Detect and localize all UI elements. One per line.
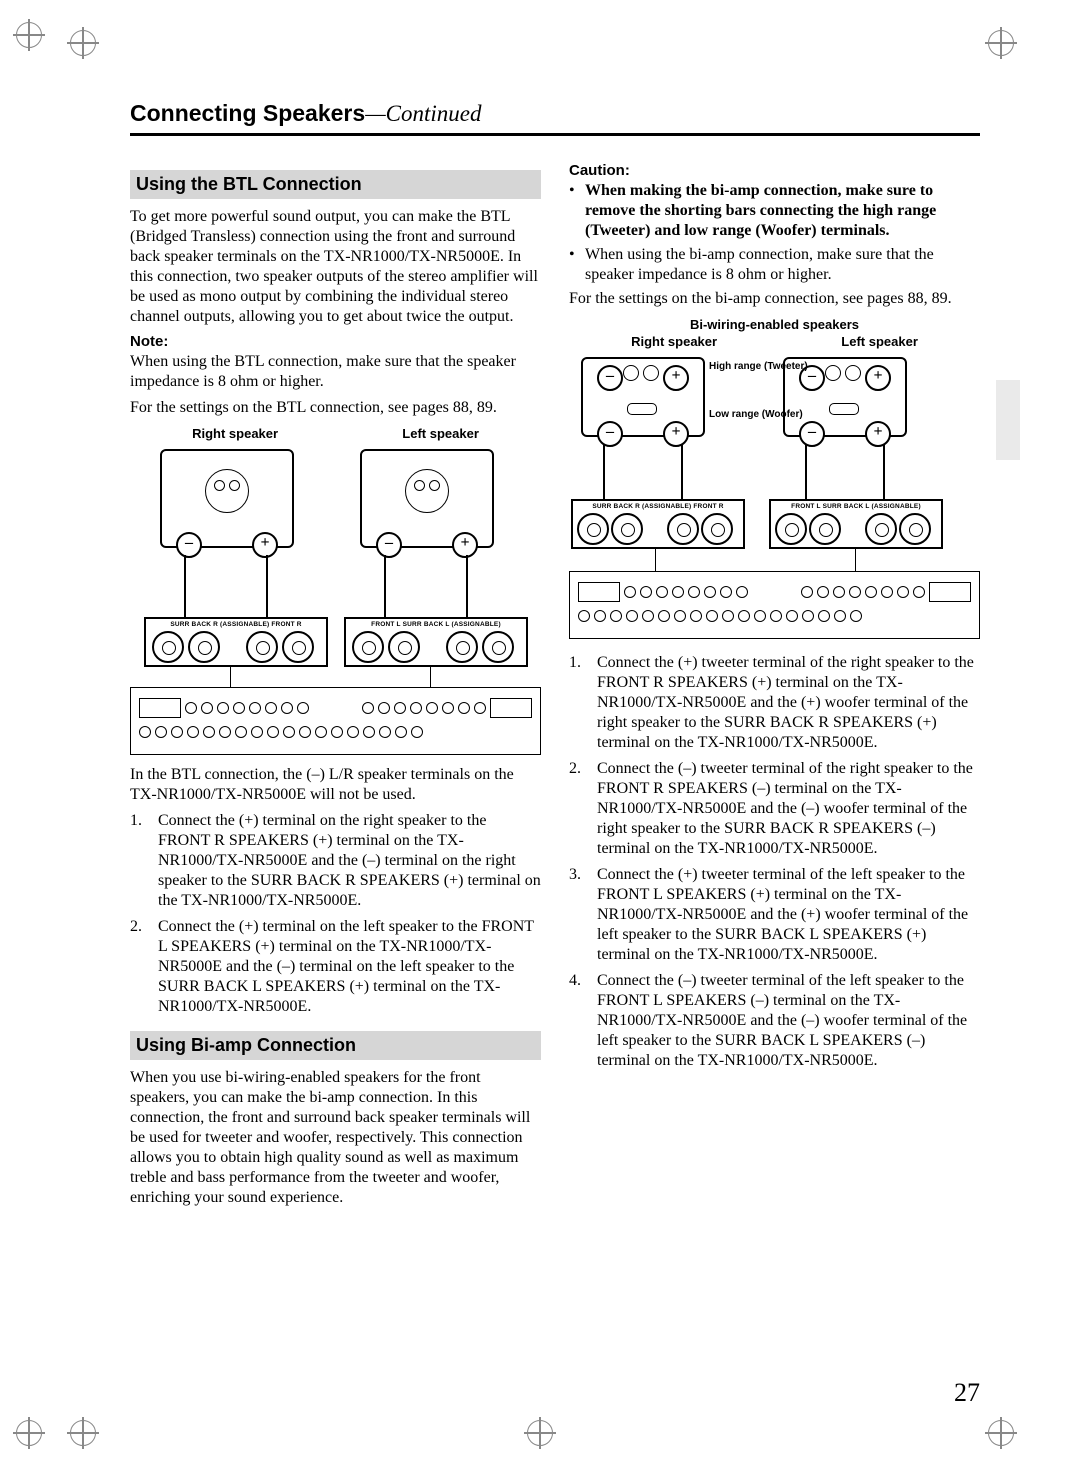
range-label-high: High range (Tweeter) <box>709 361 808 372</box>
manual-page: Connecting Speakers—Continued Using the … <box>0 0 1080 1468</box>
note-label: Note: <box>130 333 541 350</box>
step-text: Connect the (+) tweeter terminal of the … <box>597 865 980 965</box>
page-header: Connecting Speakers—Continued <box>130 100 980 136</box>
step-text: Connect the (+) terminal on the left spe… <box>158 917 541 1017</box>
panel-label: FRONT L SURR BACK L (ASSIGNABLE) <box>771 503 941 510</box>
body-text: To get more powerful sound output, you c… <box>130 207 541 327</box>
diagram-label: Left speaker <box>841 334 918 349</box>
caution-label: Caution: <box>569 162 980 179</box>
body-text: When you use bi-wiring-enabled speakers … <box>130 1068 541 1208</box>
page-number: 27 <box>954 1378 980 1408</box>
page-title: Connecting Speakers <box>130 100 365 126</box>
diagram-title: Bi-wiring-enabled speakers <box>569 317 980 332</box>
step-text: Connect the (–) tweeter terminal of the … <box>597 971 980 1071</box>
step-text: Connect the (+) tweeter terminal of the … <box>597 653 980 753</box>
panel-label: SURR BACK R (ASSIGNABLE) FRONT R <box>146 621 326 628</box>
body-text: For the settings on the BTL connection, … <box>130 398 541 418</box>
diagram-label: Right speaker <box>631 334 717 349</box>
page-edge-tab <box>996 380 1020 460</box>
left-column: Using the BTL Connection To get more pow… <box>130 156 541 1214</box>
step-number: 2. <box>569 759 597 859</box>
terminal-plus-icon: + <box>452 532 478 558</box>
terminal-minus-icon: – <box>176 532 202 558</box>
terminal-panel: FRONT L SURR BACK L (ASSIGNABLE) <box>344 617 528 667</box>
speaker-icon: – + <box>160 449 294 548</box>
diagram-label: Left speaker <box>402 426 479 441</box>
crop-mark-icon <box>70 1420 96 1446</box>
crop-mark-icon <box>16 22 42 48</box>
amplifier-rear-panel-icon <box>130 687 541 755</box>
step-text: Connect the (–) tweeter terminal of the … <box>597 759 980 859</box>
crop-mark-icon <box>70 30 96 56</box>
body-text: When using the BTL connection, make sure… <box>130 352 541 392</box>
list-item: • When using the bi-amp connection, make… <box>569 245 980 285</box>
amplifier-rear-panel-icon <box>569 571 980 639</box>
terminal-minus-icon: – <box>597 421 623 447</box>
terminal-panel: FRONT L SURR BACK L (ASSIGNABLE) <box>769 499 943 549</box>
list-item: 1. Connect the (+) tweeter terminal of t… <box>569 653 980 753</box>
page-title-continued: —Continued <box>365 101 481 126</box>
terminal-plus-icon: + <box>663 365 689 391</box>
terminal-panel: SURR BACK R (ASSIGNABLE) FRONT R <box>571 499 745 549</box>
list-item: 2. Connect the (+) terminal on the left … <box>130 917 541 1017</box>
step-text: Connect the (+) terminal on the right sp… <box>158 811 541 911</box>
caution-text: When making the bi-amp connection, make … <box>585 181 980 241</box>
right-column: Caution: • When making the bi-amp connec… <box>569 156 980 1214</box>
body-text: For the settings on the bi-amp connectio… <box>569 289 980 309</box>
crop-mark-icon <box>16 1420 42 1446</box>
list-item: 1. Connect the (+) terminal on the right… <box>130 811 541 911</box>
list-item: 2. Connect the (–) tweeter terminal of t… <box>569 759 980 859</box>
caution-text: When using the bi-amp connection, make s… <box>585 245 980 285</box>
speaker-icon: – + <box>360 449 494 548</box>
panel-label: SURR BACK R (ASSIGNABLE) FRONT R <box>573 503 743 510</box>
diagram-label: Right speaker <box>192 426 278 441</box>
step-number: 4. <box>569 971 597 1071</box>
crop-mark-icon <box>988 1420 1014 1446</box>
terminal-plus-icon: + <box>865 365 891 391</box>
list-item: 3. Connect the (+) tweeter terminal of t… <box>569 865 980 965</box>
list-item: 4. Connect the (–) tweeter terminal of t… <box>569 971 980 1071</box>
step-number: 1. <box>569 653 597 753</box>
speaker-icon: – + – + <box>581 357 705 437</box>
terminal-minus-icon: – <box>799 421 825 447</box>
btl-connection-diagram: Right speaker Left speaker – + – + <box>130 426 541 755</box>
section-heading-btl: Using the BTL Connection <box>130 170 541 199</box>
crop-mark-icon <box>988 30 1014 56</box>
crop-mark-icon <box>527 1420 553 1446</box>
range-label-low: Low range (Woofer) <box>709 409 803 420</box>
body-text: In the BTL connection, the (–) L/R speak… <box>130 765 541 805</box>
biamp-connection-diagram: Bi-wiring-enabled speakers Right speaker… <box>569 317 980 643</box>
two-column-layout: Using the BTL Connection To get more pow… <box>130 156 980 1214</box>
step-number: 2. <box>130 917 158 1017</box>
panel-label: FRONT L SURR BACK L (ASSIGNABLE) <box>346 621 526 628</box>
terminal-minus-icon: – <box>597 365 623 391</box>
terminal-plus-icon: + <box>663 421 689 447</box>
list-item: • When making the bi-amp connection, mak… <box>569 181 980 241</box>
step-number: 1. <box>130 811 158 911</box>
step-number: 3. <box>569 865 597 965</box>
terminal-panel: SURR BACK R (ASSIGNABLE) FRONT R <box>144 617 328 667</box>
terminal-plus-icon: + <box>252 532 278 558</box>
terminal-minus-icon: – <box>376 532 402 558</box>
section-heading-biamp: Using Bi-amp Connection <box>130 1031 541 1060</box>
terminal-plus-icon: + <box>865 421 891 447</box>
